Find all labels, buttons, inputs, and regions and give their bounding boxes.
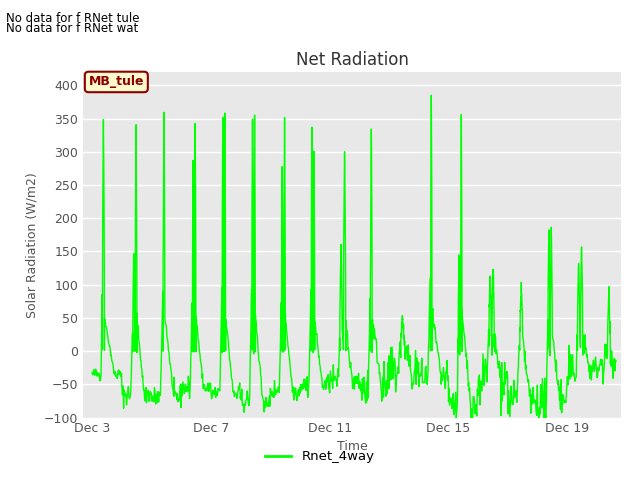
- Legend: Rnet_4way: Rnet_4way: [260, 445, 380, 468]
- Title: Net Radiation: Net Radiation: [296, 51, 408, 69]
- Text: No data for f RNet tule: No data for f RNet tule: [6, 12, 140, 25]
- Y-axis label: Solar Radiation (W/m2): Solar Radiation (W/m2): [26, 172, 38, 318]
- Text: No data for f RNet wat: No data for f RNet wat: [6, 22, 139, 35]
- X-axis label: Time: Time: [337, 440, 367, 453]
- Text: MB_tule: MB_tule: [88, 75, 144, 88]
